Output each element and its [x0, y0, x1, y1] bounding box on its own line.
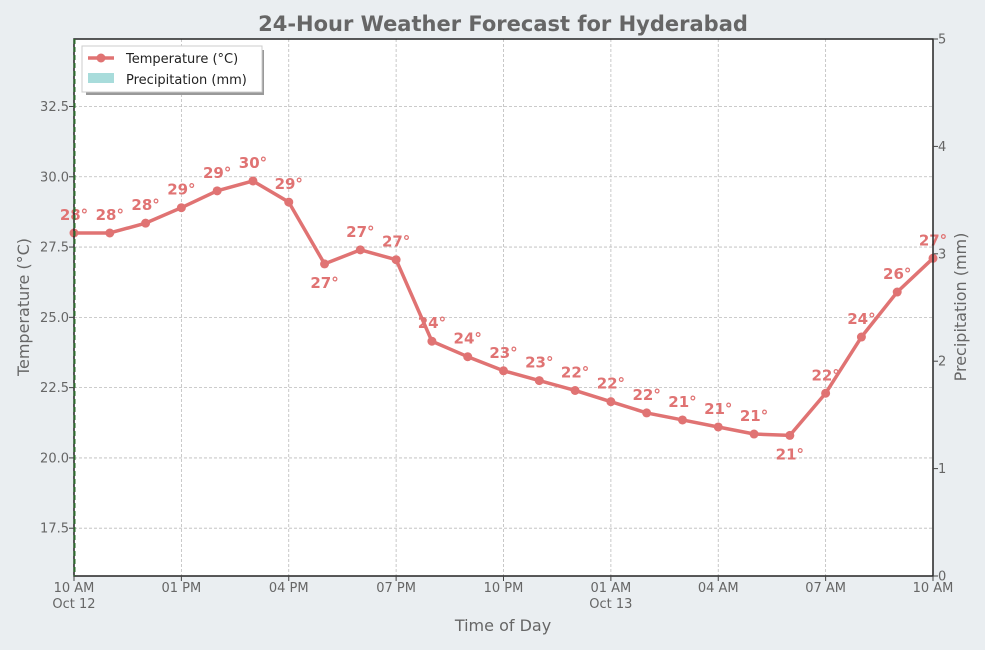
data-label-12: 23°	[489, 344, 517, 362]
x-tick-date-5: Oct 13	[589, 597, 632, 612]
data-label-21: 22°	[811, 366, 839, 384]
temperature-point-23	[892, 287, 902, 297]
temperature-point-11	[463, 352, 473, 362]
y-tick-label-0: 17.5	[40, 522, 69, 537]
temperature-point-4	[212, 186, 222, 196]
x-tick-label-6: 04 AM	[698, 581, 739, 596]
data-label-10: 24°	[418, 314, 446, 332]
temperature-point-15	[606, 397, 616, 407]
data-label-7: 27°	[310, 274, 338, 292]
y-right-tick-label-3: 3	[938, 247, 946, 262]
temperature-point-3	[176, 203, 186, 213]
data-label-14: 22°	[561, 363, 589, 381]
legend-box	[81, 45, 263, 93]
data-label-17: 21°	[668, 393, 696, 411]
temperature-point-9	[391, 255, 401, 265]
temperature-point-17	[677, 415, 687, 425]
x-tick-label-1: 01 PM	[162, 581, 202, 596]
y-axis-right-label: Precipitation (mm)	[951, 233, 970, 382]
right-y-ticks: 0 1 2 3 4 5	[933, 33, 946, 585]
data-label-18: 21°	[704, 400, 732, 418]
legend: Temperature (°C) Precipitation (mm)	[81, 45, 264, 95]
data-label-9: 27°	[382, 233, 410, 251]
temperature-point-21	[821, 388, 831, 398]
temperature-point-18	[713, 422, 723, 432]
temperature-point-16	[642, 408, 652, 418]
y-tick-label-4: 27.5	[40, 241, 69, 256]
data-label-11: 24°	[454, 330, 482, 348]
x-tick-label-3: 07 PM	[376, 581, 416, 596]
x-tick-label-2: 04 PM	[269, 581, 309, 596]
y-right-tick-label-0: 0	[938, 570, 946, 585]
temperature-series	[69, 176, 938, 440]
x-tick-label-8: 10 AM	[913, 581, 954, 596]
temperature-point-19	[749, 429, 759, 439]
legend-temperature-marker	[96, 53, 106, 63]
data-label-4: 29°	[203, 164, 231, 182]
y-right-tick-label-5: 5	[938, 33, 946, 48]
temperature-point-6	[284, 197, 294, 207]
y-tick-label-6: 32.5	[40, 100, 69, 115]
temperature-point-22	[856, 332, 866, 342]
y-tick-label-2: 22.5	[40, 381, 69, 396]
data-label-15: 22°	[597, 375, 625, 393]
y-tick-label-5: 30.0	[40, 170, 69, 185]
temperature-point-1	[105, 228, 115, 238]
data-label-6: 29°	[275, 175, 303, 193]
temperature-point-12	[499, 366, 508, 376]
x-tick-label-7: 07 AM	[805, 581, 846, 596]
temperature-point-2	[141, 218, 151, 228]
temperature-point-5	[248, 176, 258, 186]
y-axis-label: Temperature (°C)	[14, 238, 33, 377]
x-tick-date-0: Oct 12	[52, 597, 95, 612]
legend-precipitation-swatch	[88, 73, 114, 83]
temperature-point-20	[785, 430, 795, 440]
data-label-20: 21°	[776, 445, 804, 463]
y-tick-label-1: 20.0	[40, 451, 69, 466]
x-tick-label-5: 01 AM	[590, 581, 631, 596]
temperature-point-8	[355, 245, 365, 255]
data-labels: 28° 28°28°29°29°30°29°27°27°27°24°24°23°2…	[60, 154, 947, 463]
temperature-point-7	[320, 259, 330, 269]
y-right-tick-label-2: 2	[938, 355, 946, 370]
data-label-19: 21°	[740, 407, 768, 425]
data-label-1: 28°	[96, 206, 124, 224]
y-tick-label-3: 25.0	[40, 311, 69, 326]
data-label-16: 22°	[632, 386, 660, 404]
data-label-23: 26°	[883, 265, 911, 283]
data-label-22: 24°	[847, 310, 875, 328]
temperature-point-10	[427, 336, 437, 346]
data-label-3: 29°	[167, 181, 195, 199]
y-right-tick-label-1: 1	[938, 462, 946, 477]
data-label-13: 23°	[525, 354, 553, 372]
x-axis-label: Time of Day	[454, 616, 551, 635]
legend-temperature-label: Temperature (°C)	[125, 52, 238, 67]
data-label-5: 30°	[239, 154, 267, 172]
data-label-2: 28°	[131, 196, 159, 214]
chart-title: 24-Hour Weather Forecast for Hyderabad	[258, 12, 748, 36]
legend-precipitation-label: Precipitation (mm)	[126, 73, 247, 88]
x-tick-label-4: 10 PM	[484, 581, 524, 596]
x-tick-label-0: 10 AM	[54, 581, 95, 596]
y-right-tick-label-4: 4	[938, 140, 946, 155]
temperature-point-14	[570, 385, 580, 395]
temperature-point-13	[534, 376, 544, 386]
data-label-8: 27°	[346, 223, 374, 241]
left-y-ticks: 17.5 20.0 22.5 25.0 27.5 30.0 32.5	[40, 100, 74, 537]
